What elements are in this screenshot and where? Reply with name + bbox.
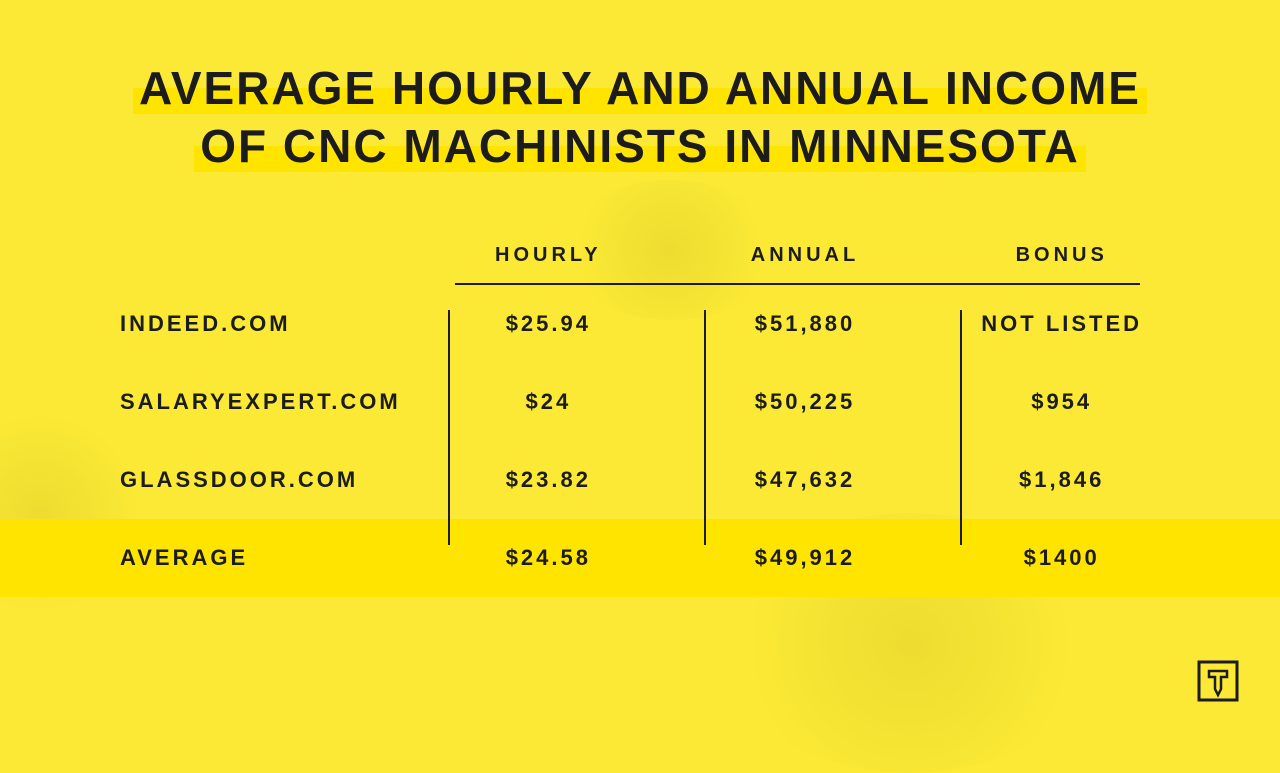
column-divider [960, 310, 962, 545]
header-underline [455, 283, 1140, 285]
table-row: SALARYEXPERT.COM $24 $50,225 $954 [90, 363, 1190, 441]
column-header-hourly: HOURLY [495, 244, 602, 266]
source-label: AVERAGE [120, 545, 248, 570]
title-line-2: OF CNC MACHINISTS IN MINNESOTA [194, 120, 1085, 172]
annual-value: $47,632 [755, 467, 856, 492]
bonus-value: $1,846 [1019, 467, 1104, 492]
annual-value: $50,225 [755, 389, 856, 414]
source-label: GLASSDOOR.COM [120, 467, 358, 492]
title-line-1: AVERAGE HOURLY AND ANNUAL INCOME [133, 62, 1147, 114]
column-divider [704, 310, 706, 545]
page-title: AVERAGE HOURLY AND ANNUAL INCOME OF CNC … [90, 60, 1190, 175]
bonus-value: NOT LISTED [981, 311, 1142, 336]
bonus-value: $1400 [1024, 545, 1100, 570]
table-header-row: HOURLY ANNUAL BONUS [90, 225, 1190, 285]
annual-value: $49,912 [755, 545, 856, 570]
source-label: INDEED.COM [120, 311, 291, 336]
hourly-value: $23.82 [506, 467, 591, 492]
column-header-bonus: BONUS [1016, 244, 1108, 266]
bonus-value: $954 [1031, 389, 1092, 414]
table-row: GLASSDOOR.COM $23.82 $47,632 $1,846 [90, 441, 1190, 519]
income-table: HOURLY ANNUAL BONUS INDEED.COM $25.94 $5… [90, 225, 1190, 597]
annual-value: $51,880 [755, 311, 856, 336]
brand-logo-icon [1196, 659, 1240, 703]
table-row-average: AVERAGE $24.58 $49,912 $1400 [0, 519, 1280, 597]
table-row: INDEED.COM $25.94 $51,880 NOT LISTED [90, 285, 1190, 363]
hourly-value: $24.58 [506, 545, 591, 570]
column-header-annual: ANNUAL [751, 244, 859, 266]
infographic-container: AVERAGE HOURLY AND ANNUAL INCOME OF CNC … [0, 0, 1280, 637]
hourly-value: $25.94 [506, 311, 591, 336]
hourly-value: $24 [525, 389, 571, 414]
column-divider [448, 310, 450, 545]
source-label: SALARYEXPERT.COM [120, 389, 401, 414]
